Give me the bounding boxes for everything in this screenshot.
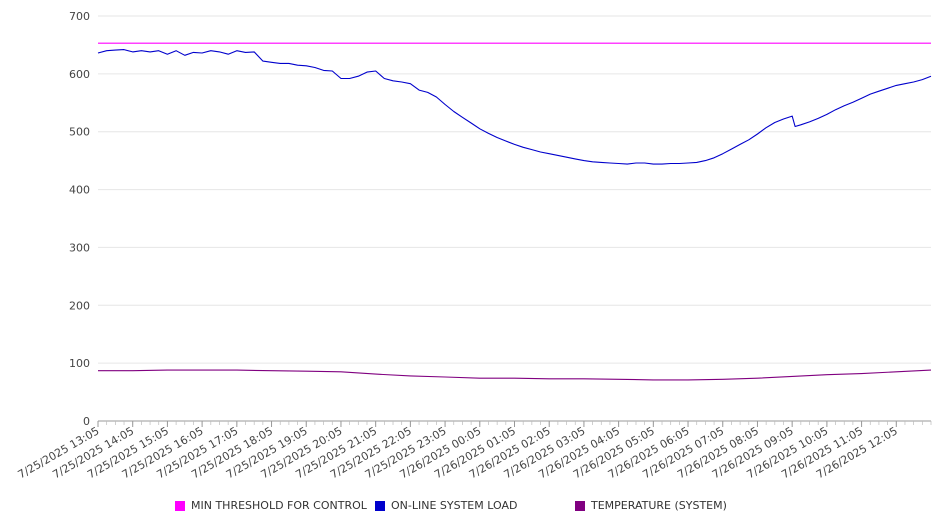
legend-item-temperature[interactable]: TEMPERATURE (SYSTEM): [575, 499, 727, 512]
y-tick-label-500: 500: [69, 126, 90, 139]
legend-swatch-system-load: [375, 500, 385, 511]
y-tick-label-200: 200: [69, 299, 90, 312]
grid-lines: [98, 15, 931, 364]
legend-item-min-threshold[interactable]: MIN THRESHOLD FOR CONTROL: [175, 499, 367, 512]
series-line-temperature-system: [98, 369, 932, 381]
series-lines: [97, 42, 932, 381]
legend-swatch-min-threshold: [175, 500, 185, 511]
legend-label-system-load: ON-LINE SYSTEM LOAD: [391, 499, 518, 512]
legend-label-min-threshold: MIN THRESHOLD FOR CONTROL: [191, 499, 367, 512]
y-tick-label-700: 700: [69, 10, 90, 23]
y-tick-label-0: 0: [83, 415, 90, 428]
series-line-on-line-system-load: [97, 49, 932, 165]
legend-label-temperature: TEMPERATURE (SYSTEM): [591, 499, 727, 512]
y-tick-label-600: 600: [69, 68, 90, 81]
y-axis: 0 100 200 300 400 500 600 700: [69, 10, 90, 428]
legend-swatch-temperature: [575, 500, 585, 511]
legend-item-system-load[interactable]: ON-LINE SYSTEM LOAD: [375, 499, 517, 512]
y-tick-label-300: 300: [69, 241, 90, 254]
legend: MIN THRESHOLD FOR CONTROL ON-LINE SYSTEM…: [0, 496, 946, 516]
x-axis: 7/25/2025 13:057/25/2025 14:057/25/2025 …: [16, 420, 932, 481]
y-tick-label-400: 400: [69, 184, 90, 197]
y-tick-label-100: 100: [69, 357, 90, 370]
